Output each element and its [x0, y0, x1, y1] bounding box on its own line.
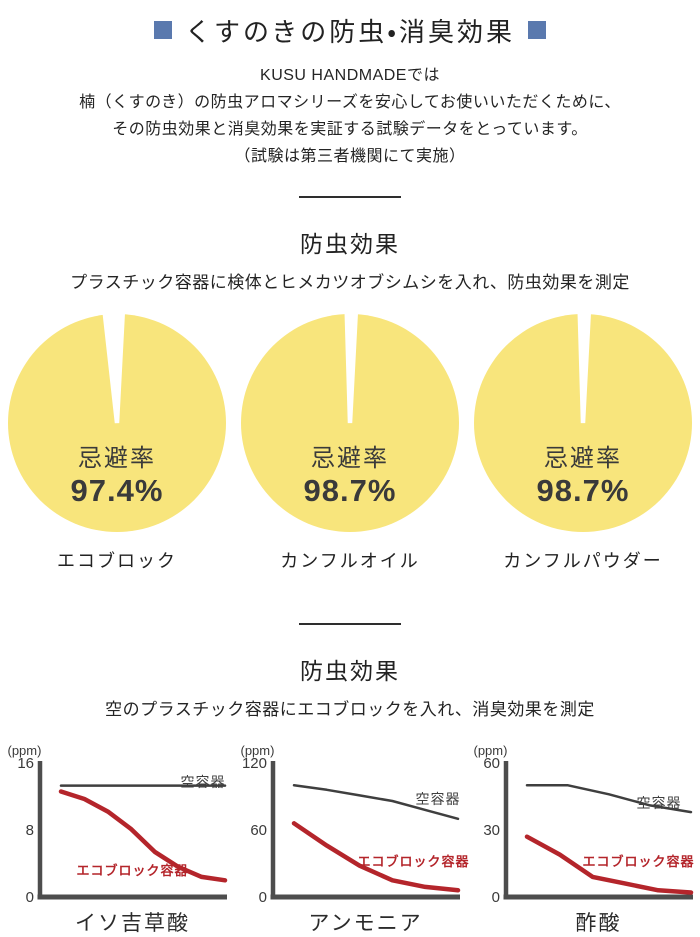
- pie-value: 98.7%: [536, 473, 630, 508]
- section-subtitle-deodorant: 空のプラスチック容器にエコブロックを入れ、消臭効果を測定: [105, 700, 595, 719]
- intro-line: 楠（くすのき）の防虫アロマシリーズを安心してお使いいただくために、: [79, 94, 621, 111]
- series-label-empty-container: 空容器: [415, 791, 461, 807]
- chart-y-unit-label: (ppm): [240, 743, 275, 758]
- pie-title: カンフルパウダー: [503, 551, 663, 571]
- line-chart-svg: 120 60 0: [241, 755, 460, 906]
- intro-paragraph: KUSU HANDMADEでは 楠（くすのき）の防虫アロマシリーズを安心してお使…: [0, 62, 700, 170]
- series-line-ecoblock-container: [524, 834, 693, 895]
- pie-center-label: 忌避率: [544, 445, 622, 472]
- series-label-ecoblock-container: エコブロック容器: [357, 854, 470, 869]
- pie-center-label: 忌避率: [78, 445, 156, 472]
- pie-svg: [474, 312, 692, 532]
- title-square-right-icon: [528, 21, 547, 39]
- pie-title: カンフルオイル: [280, 551, 420, 571]
- series-line-empty-container: [525, 784, 692, 814]
- title-square-left-icon: [153, 21, 172, 39]
- chart-y-unit-label: (ppm): [473, 743, 508, 758]
- y-tick-label: 0: [258, 889, 266, 906]
- intro-line: その防虫効果と消臭効果を実証する試験データをとっています。: [112, 121, 588, 138]
- y-tick-label: 60: [483, 755, 500, 772]
- chart-x-title: イソ吉草酸: [75, 912, 190, 935]
- series-line-empty-container: [292, 784, 459, 821]
- deodorant-line-charts: (ppm) 空容器 エコブロック容器 16 8 0 イソ吉草酸 (ppm) 空容器 エ…: [0, 741, 700, 937]
- pie-graphic: 忌避率 98.7%: [239, 312, 461, 534]
- series-line-ecoblock-container: [58, 789, 227, 883]
- section-heading-insect: 防虫効果: [300, 231, 400, 257]
- pie-graphic: 忌避率 98.7%: [472, 312, 694, 534]
- line-chart-isovaleric-acid: (ppm) 空容器 エコブロック容器 16 8 0 イソ吉草酸: [1, 741, 234, 937]
- page-title-row: くすのきの防虫・消臭効果: [0, 14, 700, 47]
- line-chart-svg: 60 30 0: [483, 755, 693, 906]
- pie-slice-gap: [102, 312, 126, 424]
- chart-x-title: アンモニア: [308, 912, 423, 935]
- pie-svg: [8, 312, 226, 532]
- section-subtitle-insect: プラスチック容器に検体とヒメカツオブシムシを入れ、防虫効果を測定: [70, 273, 630, 292]
- page-title: くすのきの防虫・消臭効果: [184, 16, 516, 47]
- y-tick-label: 16: [17, 755, 34, 772]
- section-divider: [299, 623, 401, 625]
- series-line-ecoblock-container: [291, 821, 460, 893]
- chart-y-unit-label: (ppm): [7, 743, 42, 758]
- pie-svg: [241, 312, 459, 532]
- line-chart-acetic-acid: (ppm) 空容器 エコブロック容器 60 30 0 酢酸: [467, 741, 700, 937]
- line-chart-ammonia: (ppm) 空容器 エコブロック容器 120 60 0 アンモニア: [234, 741, 470, 937]
- pie-slice-gap: [344, 312, 359, 424]
- pie-value: 97.4%: [70, 473, 164, 508]
- intro-line: KUSU HANDMADEでは: [260, 67, 440, 84]
- series-label-empty-container: 空容器: [636, 795, 682, 811]
- pie-chart-ecoblock: 忌避率 97.4% エコブロック: [1, 312, 234, 573]
- pie-title: エコブロック: [57, 551, 177, 571]
- y-tick-label: 8: [25, 822, 33, 839]
- intro-line: （試験は第三者機関にて実施）: [234, 148, 466, 165]
- pie-chart-camphor-powder: 忌避率 98.7% カンフルパウダー: [467, 312, 700, 573]
- section-divider: [299, 196, 401, 198]
- y-tick-label: 120: [241, 755, 266, 772]
- pie-value: 98.7%: [303, 473, 397, 508]
- y-tick-label: 60: [250, 822, 267, 839]
- repellency-pie-charts: 忌避率 97.4% エコブロック 忌避率 98.7% カンフルオイル 忌避率 9…: [0, 312, 700, 573]
- y-tick-label: 0: [25, 889, 33, 906]
- pie-center-label: 忌避率: [311, 445, 389, 472]
- pie-slice-gap: [577, 312, 592, 424]
- y-tick-label: 0: [491, 889, 499, 906]
- section-heading-deodorant: 防虫効果: [300, 658, 400, 684]
- pie-graphic: 忌避率 97.4%: [6, 312, 228, 534]
- series-label-ecoblock-container: エコブロック容器: [582, 854, 695, 869]
- chart-x-title: 酢酸: [575, 912, 622, 935]
- y-tick-label: 30: [483, 822, 500, 839]
- series-label-empty-container: 空容器: [180, 774, 226, 790]
- pie-chart-camphor-oil: 忌避率 98.7% カンフルオイル: [234, 312, 467, 573]
- series-label-ecoblock-container: エコブロック容器: [76, 863, 189, 878]
